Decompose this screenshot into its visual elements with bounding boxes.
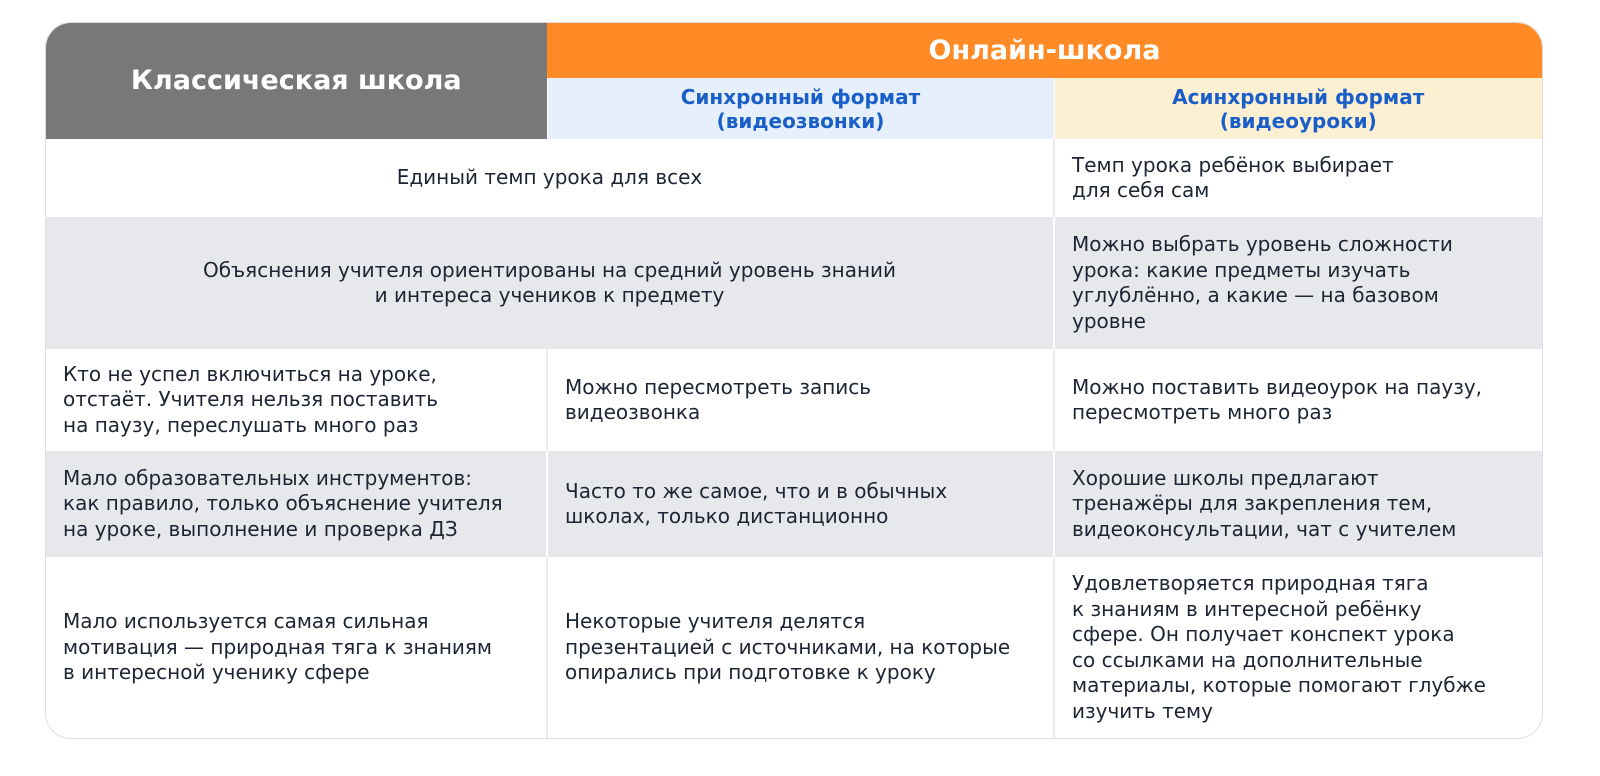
text-line: как правило, только объяснение учителя	[63, 491, 503, 516]
text-line: Можно выбрать уровень сложности	[1072, 232, 1453, 256]
text-line: видеоконсультации, чат с учителем	[1072, 516, 1457, 541]
table-cell: Можно пересмотреть запись видеозвонка	[546, 349, 1054, 451]
text-line: Хорошие школы предлагают	[1072, 465, 1379, 490]
text-line: в интересной ученику сфере	[63, 660, 370, 685]
text-line: урока: какие предметы изучать	[1072, 257, 1411, 282]
text-line: Темп урока ребёнок выбирает	[1072, 152, 1394, 177]
text-line: со ссылками на дополнительные	[1072, 647, 1423, 672]
table-body: Единый темп урока для всех Темп урока реб…	[46, 139, 1542, 738]
header-classic: Классическая школа	[46, 23, 547, 139]
table-cell: Мало образовательных инструментов: как пр…	[46, 451, 547, 557]
text-line: на уроке, выполнение и проверка ДЗ	[63, 516, 458, 541]
header-async: Асинхронный формат (видеоуроки)	[1053, 78, 1542, 139]
text-line: (видеозвонки)	[716, 108, 885, 133]
text-line: презентацией с источниками, на которые	[565, 634, 1011, 659]
text-line: Объяснения учителя ориентированы на сред…	[202, 257, 897, 282]
table-cell: Некоторые учителя делятся презентацией с …	[546, 557, 1054, 738]
table-cell: Объяснения учителя ориентированы на сред…	[46, 217, 1054, 349]
text-line: материалы, которые помогают глубже	[1072, 673, 1486, 697]
text-line: Мало используется самая сильная	[63, 609, 429, 634]
table-cell: Можно выбрать уровень сложности урока: ка…	[1053, 217, 1542, 349]
text-line: видеозвонка	[565, 400, 701, 424]
table-row: Мало образовательных инструментов: как пр…	[46, 451, 1542, 557]
text-line: на паузу, переслушать много раз	[63, 412, 419, 437]
text-line: отстаёт. Учителя нельзя поставить	[63, 387, 438, 412]
table-row: Кто не успел включиться на уроке, отстаёт…	[46, 349, 1542, 451]
text-line: уровне	[1072, 308, 1146, 333]
text-line: и интереса учеников к предмету	[374, 283, 725, 307]
text-line: для себя сам	[1072, 178, 1210, 202]
text-line: опирались при подготовке к уроку	[565, 660, 936, 685]
table-row: Мало используется самая сильная мотивация…	[46, 557, 1542, 738]
header-online: Онлайн-школа	[547, 23, 1542, 78]
table-row: Объяснения учителя ориентированы на сред…	[46, 217, 1542, 349]
text-line: Единый темп урока для всех	[396, 165, 703, 190]
table-cell: Кто не успел включиться на уроке, отстаёт…	[46, 349, 547, 451]
text-line: Удовлетворяется природная тяга	[1072, 571, 1429, 595]
text-line: Синхронный формат	[680, 84, 921, 109]
text-line: мотивация — природная тяга к знаниям	[63, 634, 493, 659]
text-line: углублённо, а какие — на базовом	[1072, 283, 1439, 307]
text-line: Асинхронный формат	[1172, 84, 1425, 109]
text-line: школах, только дистанционно	[565, 504, 889, 528]
comparison-table: Классическая школа Онлайн-школа Синхронн…	[45, 22, 1543, 739]
text-line: сфере. Он получает конспект урока	[1072, 622, 1455, 646]
text-line: тренажёры для закрепления тем,	[1072, 491, 1433, 516]
text-line: пересмотреть много раз	[1072, 400, 1333, 424]
table-cell: Часто то же самое, что и в обычных школах…	[546, 451, 1054, 557]
table-cell: Можно поставить видеоурок на паузу, перес…	[1053, 349, 1542, 451]
text-line: Некоторые учителя делятся	[565, 609, 866, 634]
text-line: Мало образовательных инструментов:	[63, 465, 473, 490]
table-cell: Хорошие школы предлагают тренажёры для за…	[1053, 451, 1542, 557]
table-row: Единый темп урока для всех Темп урока реб…	[46, 139, 1542, 217]
table-cell: Темп урока ребёнок выбирает для себя сам	[1053, 139, 1542, 217]
header-sync: Синхронный формат (видеозвонки)	[546, 78, 1054, 139]
table-cell: Единый темп урока для всех	[46, 139, 1054, 217]
text-line: Можно поставить видеоурок на паузу,	[1072, 374, 1483, 399]
text-line: изучить тему	[1072, 698, 1213, 723]
table: Классическая школа Онлайн-школа Синхронн…	[46, 23, 1542, 738]
text-line: к знаниям в интересной ребёнку	[1072, 596, 1422, 621]
table-cell: Удовлетворяется природная тяга к знаниям …	[1053, 557, 1542, 738]
text-line: Можно пересмотреть запись	[565, 374, 872, 399]
text-line: (видеоуроки)	[1219, 108, 1377, 133]
text-line: Кто не успел включиться на уроке,	[63, 361, 437, 386]
text-line: Часто то же самое, что и в обычных	[565, 478, 948, 503]
table-cell: Мало используется самая сильная мотивация…	[46, 557, 547, 738]
